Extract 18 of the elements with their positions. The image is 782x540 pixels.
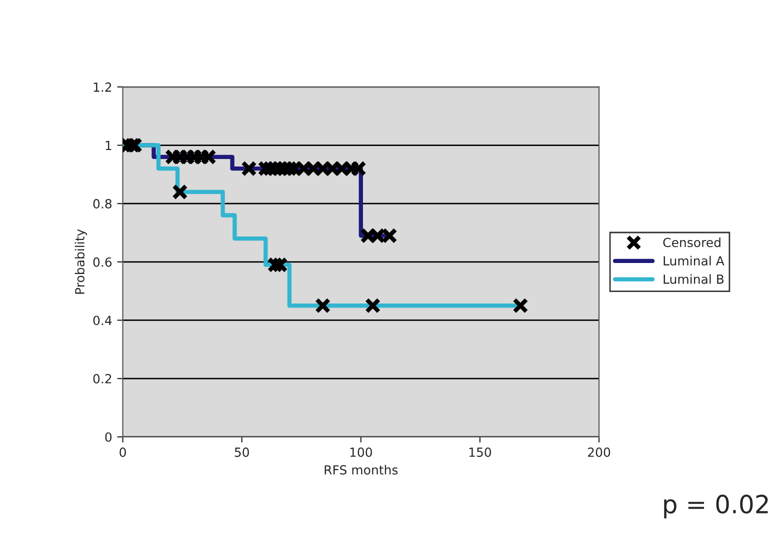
y-tick-label: 0.8	[93, 199, 112, 209]
y-tick-label: 1	[106, 140, 112, 150]
x-tick-label: 100	[350, 447, 372, 457]
legend-label: Luminal A	[664, 256, 724, 266]
y-tick-label: 0.4	[93, 316, 112, 326]
x-tick-label: 0	[120, 447, 126, 457]
y-tick-label: 0.6	[93, 257, 112, 267]
x-tick-label: 150	[469, 447, 492, 457]
text: p = 0.02	[664, 494, 768, 518]
x-tick-label: 50	[234, 447, 249, 457]
legend-label: Luminal B	[664, 274, 724, 284]
y-tick-label: 1.2	[94, 82, 112, 92]
y-tick-label: 0.2	[93, 374, 112, 384]
legend-label: Censored	[663, 238, 720, 248]
x-axis-title: RFS months	[324, 464, 398, 475]
y-tick-label: 0	[105, 432, 112, 442]
x-tick-label: 200	[588, 447, 610, 457]
y-axis-title: Probability	[74, 229, 87, 294]
